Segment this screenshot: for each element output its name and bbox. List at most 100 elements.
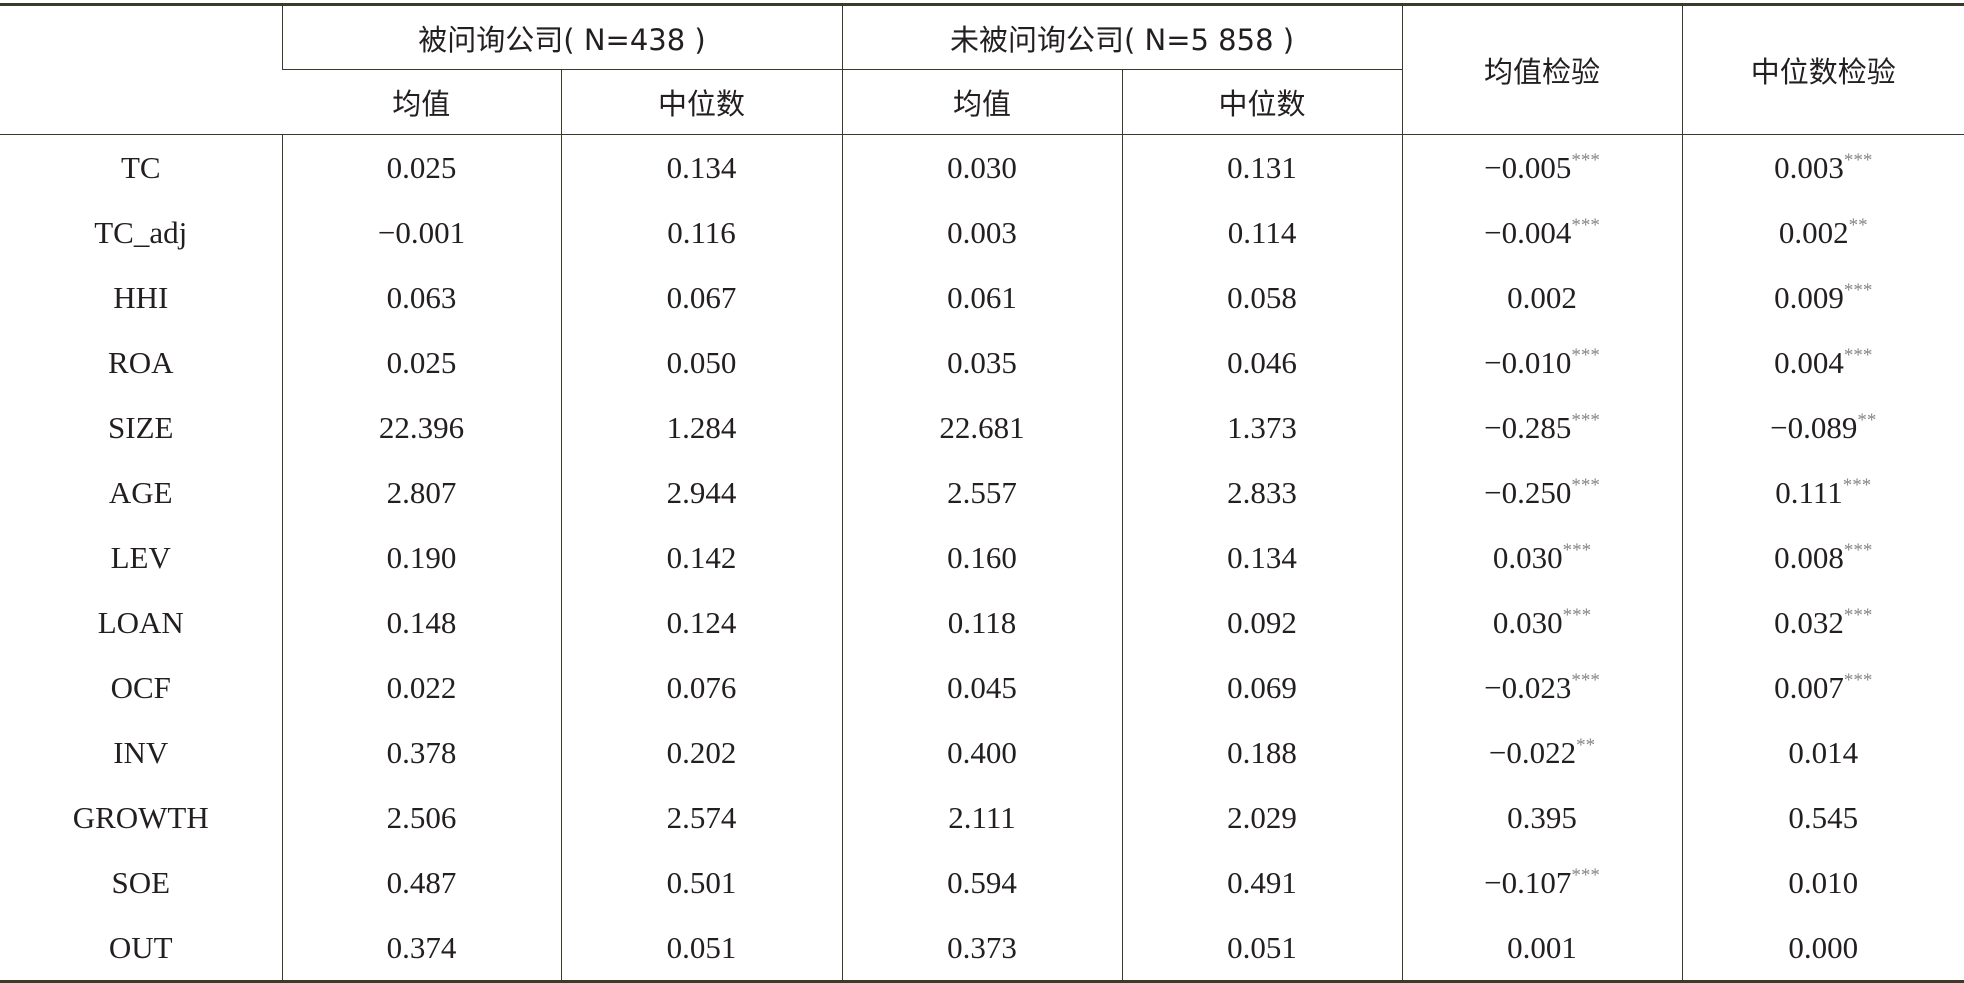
significance: *** — [1571, 864, 1600, 886]
cell: 0.014 — [1681, 720, 1964, 785]
cell: 0.487 — [281, 850, 561, 915]
cell: 0.373 — [841, 915, 1123, 982]
cell: −0.250*** — [1401, 460, 1683, 525]
table-row: SOE 0.487 0.501 0.594 0.491 −0.107*** 0.010 — [0, 850, 1964, 915]
row-label: SOE — [111, 864, 171, 900]
cell: 2.557 — [841, 460, 1123, 525]
row-label: OCF — [110, 669, 171, 705]
cell: 0.004*** — [1681, 330, 1964, 395]
row-label: LOAN — [97, 604, 184, 640]
row-label: AGE — [108, 474, 173, 510]
significance: ** — [1576, 734, 1596, 756]
cell: 0.190 — [281, 525, 561, 590]
cell: 1.373 — [1121, 395, 1403, 460]
cell-value: 0.009 — [1774, 279, 1844, 315]
cell: 0.010 — [1681, 850, 1964, 915]
cell: 2.111 — [841, 785, 1123, 850]
cell-value: −0.004 — [1484, 214, 1572, 250]
cell: 0.030*** — [1401, 590, 1683, 655]
cell: 0.058 — [1121, 265, 1403, 330]
significance: ** — [1848, 214, 1868, 236]
cell: 2.506 — [281, 785, 561, 850]
cell: 0.008*** — [1681, 525, 1964, 590]
cell-value: 0.030 — [1492, 604, 1563, 640]
cell-value: −0.010 — [1484, 344, 1572, 380]
table-row: LOAN 0.148 0.124 0.118 0.092 0.030*** 0.032*** — [0, 590, 1964, 655]
cell: −0.001 — [281, 200, 561, 265]
cell: −0.010*** — [1401, 330, 1683, 395]
significance: *** — [1571, 149, 1600, 171]
test-header: 中位数检验 — [1681, 4, 1964, 135]
sub-header: 均值 — [841, 69, 1123, 135]
cell: 0.000 — [1681, 915, 1964, 982]
significance: *** — [1562, 539, 1592, 561]
table-row: INV 0.378 0.202 0.400 0.188 −0.022** 0.014 — [0, 720, 1964, 785]
cell: 2.807 — [281, 460, 561, 525]
cell: 0.030*** — [1401, 525, 1683, 590]
cell: 0.063 — [281, 265, 561, 330]
cell: 0.032*** — [1681, 590, 1964, 655]
cell-value: 0.008 — [1774, 539, 1844, 575]
cell-value: −0.022 — [1488, 734, 1577, 770]
cell: −0.005*** — [1401, 134, 1683, 200]
significance: *** — [1571, 344, 1600, 366]
cell: 0.001 — [1401, 915, 1683, 982]
cell: 0.378 — [281, 720, 561, 785]
significance: *** — [1571, 669, 1600, 691]
row-label: SIZE — [108, 409, 174, 445]
cell: 0.002** — [1681, 200, 1964, 265]
cell: 0.045 — [841, 655, 1123, 720]
cell: 0.202 — [560, 720, 843, 785]
cell: 0.374 — [281, 915, 561, 982]
cell: 0.022 — [281, 655, 561, 720]
table-row: TC 0.025 0.134 0.030 0.131 −0.005*** 0.003*** — [0, 134, 1964, 200]
cell: 1.284 — [560, 395, 843, 460]
row-label: HHI — [113, 279, 169, 315]
row-label: ROA — [108, 344, 174, 380]
cell: 0.395 — [1401, 785, 1683, 850]
cell: 2.944 — [560, 460, 843, 525]
cell: 22.681 — [841, 395, 1123, 460]
cell-value: 0.030 — [1492, 539, 1563, 575]
cell-value: 0.002 — [1778, 214, 1849, 250]
cell: 0.131 — [1121, 134, 1403, 200]
cell: 0.111*** — [1681, 460, 1964, 525]
row-label: OUT — [108, 929, 173, 965]
table-row: OCF 0.022 0.076 0.045 0.069 −0.023*** 0.007*** — [0, 655, 1964, 720]
cell: 2.833 — [1121, 460, 1403, 525]
cell: 0.051 — [560, 915, 843, 982]
cell: 0.118 — [841, 590, 1123, 655]
cell-value: −0.023 — [1484, 669, 1572, 705]
significance: *** — [1843, 344, 1873, 366]
cell: 0.134 — [1121, 525, 1403, 590]
test-header: 均值检验 — [1401, 4, 1683, 135]
cell: 0.009*** — [1681, 265, 1964, 330]
cell-value: −0.089 — [1770, 409, 1858, 445]
sub-header: 中位数 — [560, 69, 843, 135]
cell: −0.022** — [1401, 720, 1683, 785]
significance: *** — [1571, 474, 1600, 496]
cell: 0.002 — [1401, 265, 1683, 330]
cell: 0.114 — [1121, 200, 1403, 265]
stats-table: 被问询公司( N=438 ) 未被问询公司( N=5 858 ) 均值检验 中位… — [0, 3, 1964, 983]
cell: 0.501 — [560, 850, 843, 915]
cell: 0.188 — [1121, 720, 1403, 785]
cell: −0.089** — [1681, 395, 1964, 460]
significance: *** — [1571, 409, 1600, 431]
cell: 0.003 — [841, 200, 1123, 265]
cell: 0.025 — [281, 134, 561, 200]
row-label: GROWTH — [72, 799, 209, 835]
cell: 0.124 — [560, 590, 843, 655]
table-row: AGE 2.807 2.944 2.557 2.833 −0.250*** 0.111*** — [0, 460, 1964, 525]
group-header: 未被问询公司( N=5 858 ) — [841, 4, 1403, 70]
cell: 0.025 — [281, 330, 561, 395]
cell-value: 0.004 — [1774, 344, 1844, 380]
corner-cell — [0, 5, 282, 135]
cell-value: 0.007 — [1774, 669, 1844, 705]
row-label: TC — [120, 149, 161, 185]
cell: 0.142 — [560, 525, 843, 590]
cell-value: 0.003 — [1774, 149, 1844, 185]
cell: 0.160 — [841, 525, 1123, 590]
significance: *** — [1562, 604, 1592, 626]
